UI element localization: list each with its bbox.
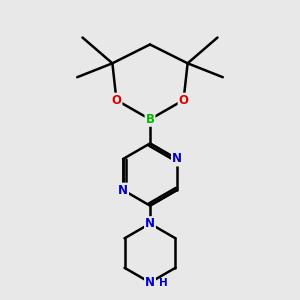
Text: N: N: [145, 217, 155, 230]
Text: N: N: [145, 276, 155, 289]
Text: B: B: [146, 113, 154, 126]
Text: O: O: [112, 94, 122, 106]
Text: N: N: [118, 184, 128, 196]
Text: H: H: [159, 278, 168, 287]
Text: N: N: [172, 152, 182, 166]
Text: O: O: [178, 94, 188, 106]
